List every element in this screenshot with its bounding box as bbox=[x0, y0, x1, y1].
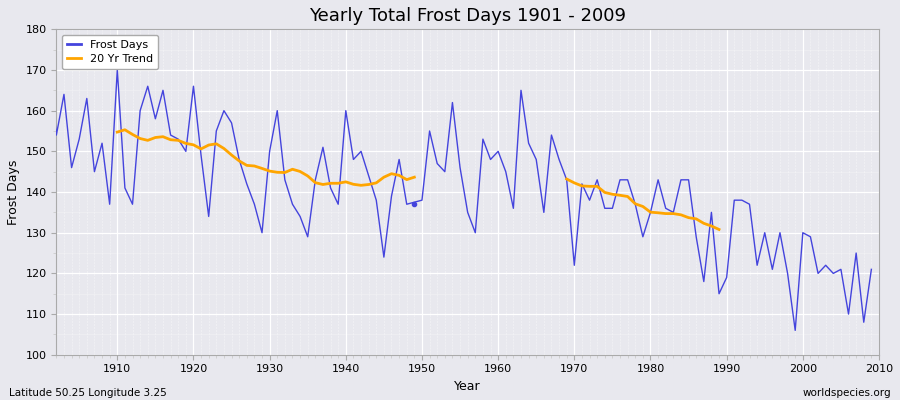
Frost Days bbox=[698, 279, 709, 284]
Frost Days bbox=[790, 328, 801, 333]
Legend: Frost Days, 20 Yr Trend: Frost Days, 20 Yr Trend bbox=[62, 35, 158, 70]
20 Yr Trend bbox=[173, 138, 184, 143]
20 Yr Trend bbox=[241, 163, 252, 168]
Text: Latitude 50.25 Longitude 3.25: Latitude 50.25 Longitude 3.25 bbox=[9, 388, 166, 398]
20 Yr Trend bbox=[226, 153, 237, 158]
20 Yr Trend bbox=[195, 146, 206, 151]
Frost Days bbox=[173, 137, 184, 142]
20 Yr Trend bbox=[166, 137, 176, 142]
20 Yr Trend bbox=[120, 127, 130, 132]
Frost Days bbox=[127, 202, 138, 207]
Frost Days bbox=[432, 161, 443, 166]
20 Yr Trend bbox=[135, 136, 146, 141]
20 Yr Trend bbox=[371, 180, 382, 185]
Frost Days bbox=[859, 320, 869, 325]
Frost Days bbox=[866, 267, 877, 272]
20 Yr Trend bbox=[180, 141, 191, 146]
20 Yr Trend bbox=[348, 182, 359, 187]
20 Yr Trend bbox=[249, 164, 260, 168]
Line: 20 Yr Trend: 20 Yr Trend bbox=[117, 130, 414, 185]
20 Yr Trend bbox=[386, 171, 397, 176]
20 Yr Trend bbox=[127, 132, 138, 137]
20 Yr Trend bbox=[150, 135, 161, 140]
20 Yr Trend bbox=[188, 142, 199, 147]
20 Yr Trend bbox=[211, 142, 221, 146]
20 Yr Trend bbox=[356, 183, 366, 188]
20 Yr Trend bbox=[234, 158, 245, 163]
20 Yr Trend bbox=[302, 174, 313, 178]
20 Yr Trend bbox=[203, 143, 214, 148]
20 Yr Trend bbox=[401, 177, 412, 182]
20 Yr Trend bbox=[272, 170, 283, 175]
20 Yr Trend bbox=[340, 180, 351, 184]
20 Yr Trend bbox=[280, 170, 291, 175]
Frost Days bbox=[43, 60, 54, 64]
20 Yr Trend bbox=[393, 173, 404, 178]
Text: worldspecies.org: worldspecies.org bbox=[803, 388, 891, 398]
20 Yr Trend bbox=[112, 130, 122, 134]
20 Yr Trend bbox=[158, 134, 168, 139]
Frost Days bbox=[752, 263, 762, 268]
20 Yr Trend bbox=[318, 182, 328, 187]
20 Yr Trend bbox=[142, 138, 153, 143]
20 Yr Trend bbox=[256, 166, 267, 171]
20 Yr Trend bbox=[364, 182, 374, 187]
Title: Yearly Total Frost Days 1901 - 2009: Yearly Total Frost Days 1901 - 2009 bbox=[310, 7, 626, 25]
20 Yr Trend bbox=[287, 167, 298, 172]
Y-axis label: Frost Days: Frost Days bbox=[7, 159, 20, 225]
20 Yr Trend bbox=[219, 146, 230, 151]
20 Yr Trend bbox=[310, 180, 320, 185]
20 Yr Trend bbox=[333, 181, 344, 186]
20 Yr Trend bbox=[379, 175, 390, 180]
X-axis label: Year: Year bbox=[454, 380, 481, 393]
20 Yr Trend bbox=[294, 169, 305, 174]
20 Yr Trend bbox=[409, 175, 419, 180]
20 Yr Trend bbox=[265, 169, 275, 174]
Line: Frost Days: Frost Days bbox=[49, 62, 871, 330]
20 Yr Trend bbox=[325, 181, 336, 186]
